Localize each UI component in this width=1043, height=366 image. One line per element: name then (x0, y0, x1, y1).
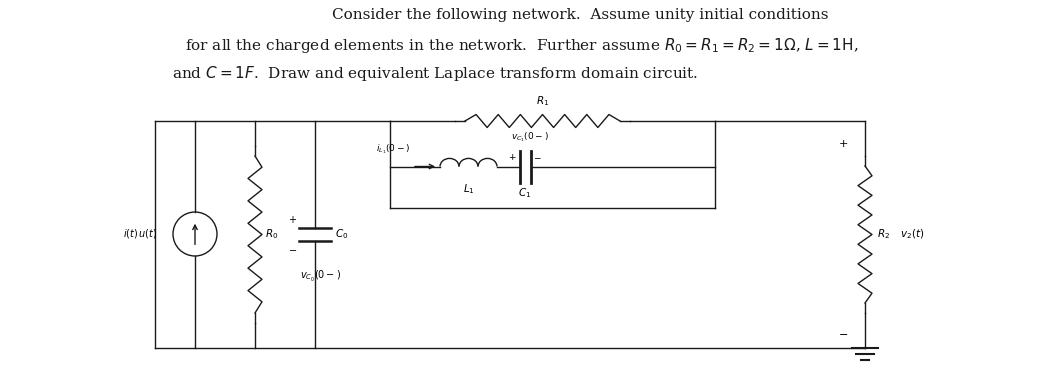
Text: and $C = 1F$.  Draw and equivalent Laplace transform domain circuit.: and $C = 1F$. Draw and equivalent Laplac… (172, 64, 698, 83)
Text: for all the charged elements in the network.  Further assume $R_0 = R_1 = R_2 = : for all the charged elements in the netw… (186, 36, 858, 55)
Text: $+$: $+$ (838, 138, 848, 149)
Text: $R_1$: $R_1$ (536, 94, 549, 108)
Text: Consider the following network.  Assume unity initial conditions: Consider the following network. Assume u… (332, 8, 828, 22)
Text: $+$: $+$ (289, 214, 297, 225)
Text: $R_0$: $R_0$ (265, 228, 278, 242)
Text: $v_{C_0}(0-)$: $v_{C_0}(0-)$ (299, 269, 340, 284)
Text: $i(t)\,u(t)$: $i(t)\,u(t)$ (122, 228, 157, 240)
Text: $R_2$: $R_2$ (877, 228, 890, 242)
Text: $v_{C_1}(0-)$: $v_{C_1}(0-)$ (511, 131, 549, 145)
Text: $i_{L_1}(0-)$: $i_{L_1}(0-)$ (375, 143, 410, 157)
Text: $C_1$: $C_1$ (518, 187, 532, 200)
Text: $L_1$: $L_1$ (463, 183, 475, 196)
Text: $C_0$: $C_0$ (335, 228, 348, 242)
Text: $v_2(t)$: $v_2(t)$ (900, 228, 924, 241)
Text: $-$: $-$ (533, 152, 541, 161)
Text: $-$: $-$ (289, 245, 297, 254)
Text: $+$: $+$ (508, 152, 516, 161)
Text: $-$: $-$ (838, 328, 848, 338)
